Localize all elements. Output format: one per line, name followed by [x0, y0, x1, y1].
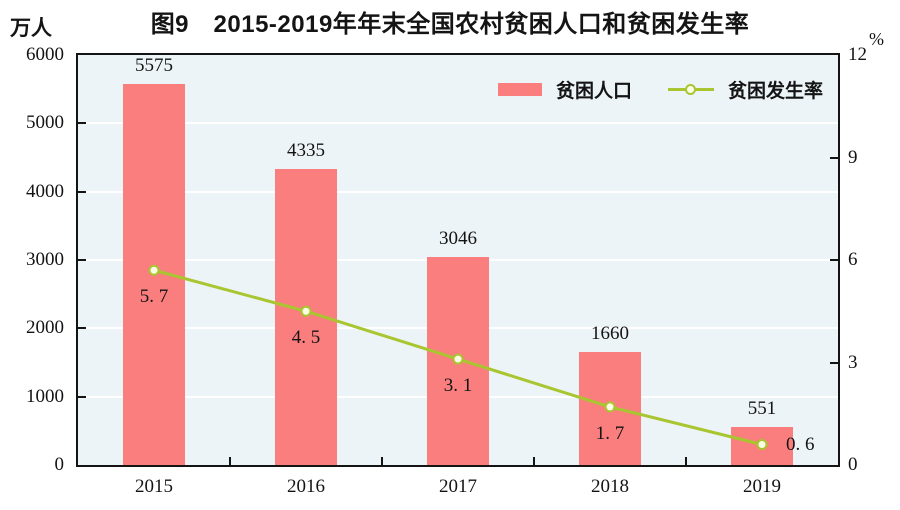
- rate-value-label: 4. 5: [291, 327, 321, 349]
- left-axis-tick: [78, 259, 86, 261]
- x-axis-label: 2019: [743, 476, 781, 497]
- line-marker-icon: [452, 353, 464, 365]
- right-axis-unit-label: %: [869, 29, 884, 49]
- x-axis-tick: [229, 457, 231, 465]
- legend-marker-icon: [685, 84, 697, 95]
- left-axis-tick-label: 6000: [26, 44, 64, 65]
- right-axis-tick: [830, 156, 838, 159]
- gridline: [78, 190, 838, 193]
- line-marker-icon: [148, 264, 160, 276]
- bar-value-label: 5575: [135, 55, 173, 77]
- x-axis-label: 2018: [591, 476, 629, 497]
- left-axis-tick-label: 0: [54, 454, 65, 475]
- left-axis-tick: [78, 395, 86, 398]
- rate-value-label: 0. 6: [786, 433, 815, 455]
- left-axis-tick: [78, 190, 86, 193]
- line-marker-icon: [604, 401, 616, 413]
- bar-value-label: 551: [747, 398, 777, 420]
- bar-value-label: 1660: [591, 322, 629, 344]
- legend-bar-swatch: [498, 83, 542, 96]
- left-axis-tick-label: 1000: [26, 385, 64, 407]
- left-axis-tick-label: 3000: [26, 249, 64, 270]
- rate-value-label: 5. 7: [139, 286, 169, 308]
- left-axis-tick-label: 4000: [26, 180, 64, 202]
- right-axis-tick-label: 6: [848, 249, 858, 270]
- x-axis-tick: [685, 457, 687, 465]
- legend-bar-label: 贫困人口: [556, 81, 633, 102]
- line-marker-icon: [756, 439, 768, 450]
- legend-line-sample: [668, 83, 715, 96]
- gridline: [78, 122, 838, 125]
- rate-value-label: 3. 1: [443, 375, 473, 397]
- right-axis-tick-label: 0: [848, 454, 858, 475]
- left-axis-unit-label: 万人: [10, 17, 52, 40]
- right-axis-tick-label: 12: [848, 44, 867, 65]
- bar-value-label: 3046: [439, 227, 477, 249]
- line-marker-icon: [300, 305, 312, 317]
- right-axis-tick: [830, 361, 838, 364]
- chart-title: 图9 2015-2019年年末全国农村贫困人口和贫困发生率: [150, 11, 750, 38]
- x-axis-tick: [381, 457, 383, 465]
- right-axis-tick-label: 3: [848, 351, 858, 373]
- left-axis-tick-label: 2000: [26, 317, 64, 339]
- right-axis-tick-label: 9: [848, 146, 858, 168]
- x-axis-label: 2016: [287, 476, 325, 497]
- left-axis-tick: [78, 122, 86, 125]
- x-axis-label: 2015: [135, 476, 173, 497]
- x-axis-label: 2017: [439, 476, 477, 497]
- legend-line-label: 贫困发生率: [728, 81, 824, 102]
- left-axis-tick-label: 5000: [26, 112, 64, 134]
- legend: 贫困人口 贫困发生率: [498, 76, 823, 103]
- left-axis-tick: [78, 327, 86, 330]
- x-axis-tick: [533, 457, 535, 465]
- bar-value-label: 4335: [287, 139, 325, 161]
- right-axis-tick: [830, 259, 838, 261]
- rate-value-label: 1. 7: [595, 422, 625, 444]
- rate-line: [148, 264, 768, 450]
